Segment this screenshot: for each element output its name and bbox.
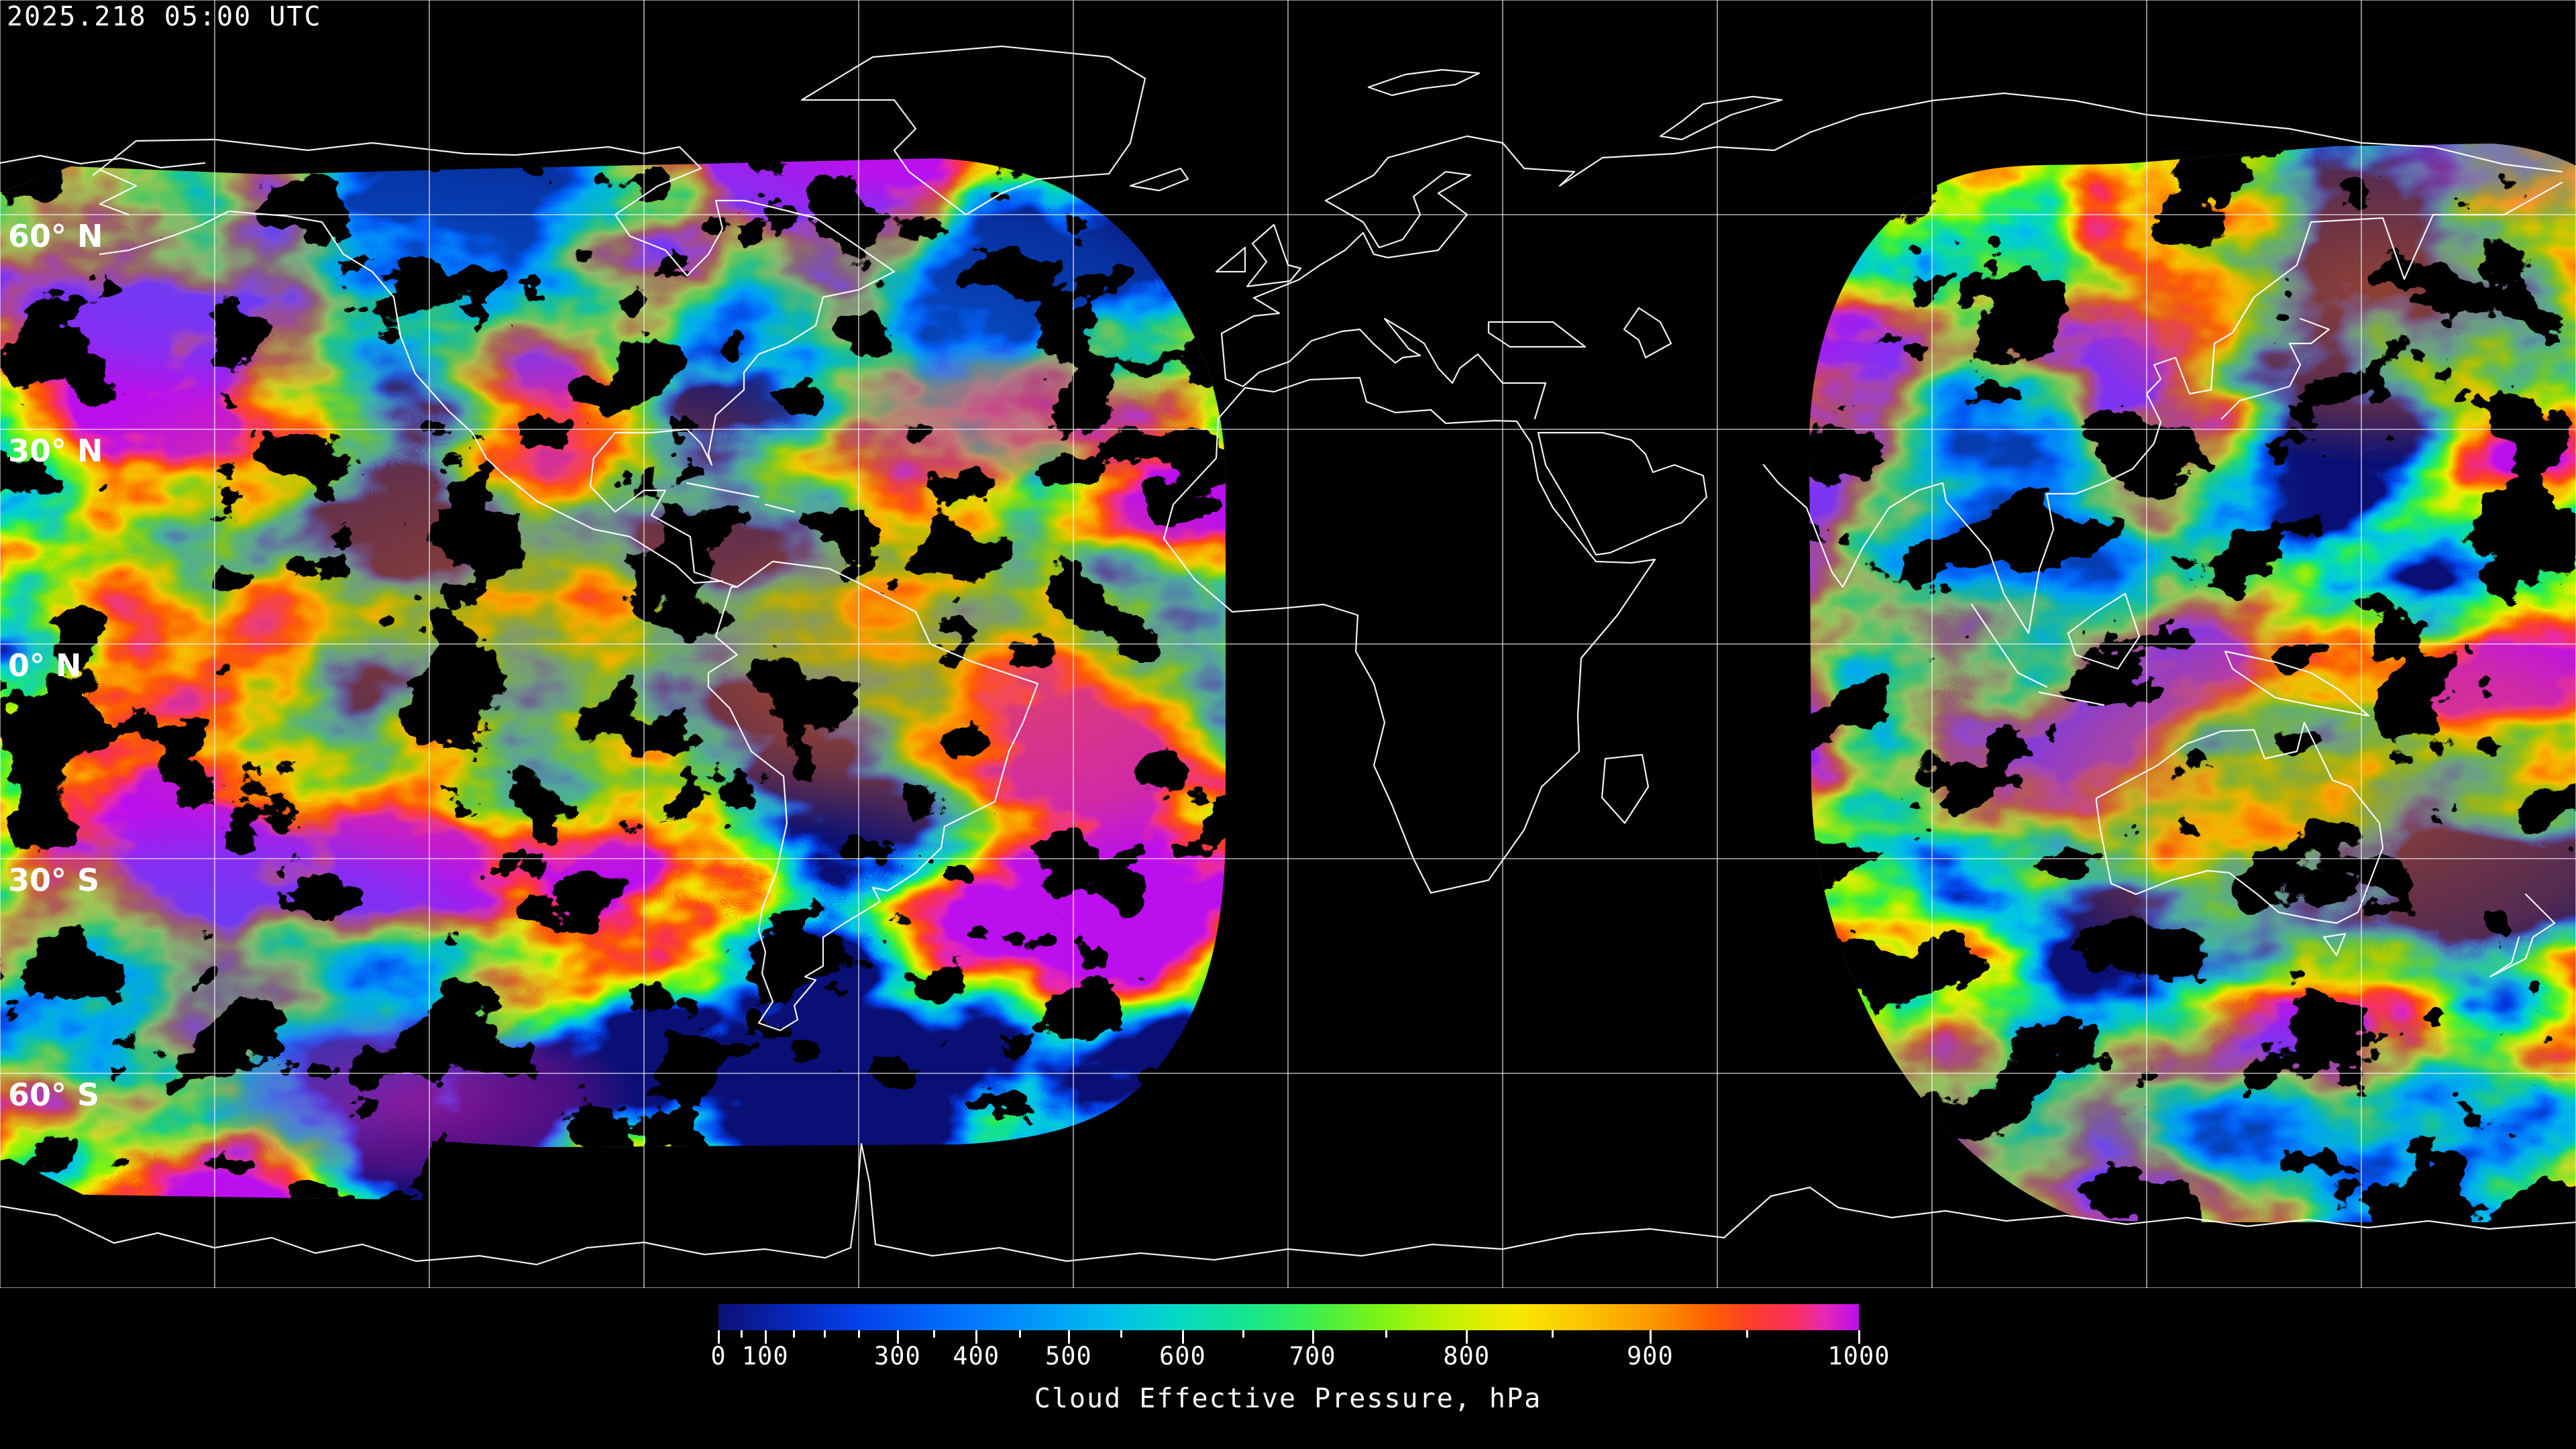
latitude-label: 0° N [8, 647, 82, 684]
colorbar-gradient [718, 1304, 1859, 1330]
colorbar-tick [741, 1330, 743, 1338]
world-map: 60° N 30° N 0° N 30° S 60° S [0, 0, 2576, 1288]
data-swath-left [0, 158, 1226, 1200]
colorbar-tick-label: 800 [1443, 1342, 1491, 1371]
colorbar-tick-label: 500 [1044, 1342, 1092, 1371]
colorbar-tick-label: 900 [1626, 1342, 1674, 1371]
latitude-label: 30° N [8, 433, 103, 469]
colorbar-tick [1242, 1330, 1244, 1338]
colorbar-tick-label: 300 [873, 1342, 921, 1371]
latitude-label: 60° S [8, 1077, 99, 1113]
colorbar-tick-label: 100 [741, 1342, 789, 1371]
colorbar-tick [1649, 1330, 1652, 1344]
colorbar-tick [1311, 1330, 1314, 1344]
colorbar-tick [1181, 1330, 1184, 1344]
graticule-grid [0, 0, 2576, 1288]
colorbar-tick-label: 0 [710, 1342, 727, 1371]
colorbar-tick [824, 1330, 826, 1338]
colorbar-tick [1746, 1330, 1749, 1338]
colorbar-tick-label: 700 [1289, 1342, 1336, 1371]
latitude-label: 60° N [8, 218, 103, 254]
colorbar-tick [718, 1330, 720, 1344]
colorbar-tick [933, 1330, 936, 1338]
colorbar-tick-label: 600 [1159, 1342, 1206, 1371]
colorbar-title: Cloud Effective Pressure, hPa [1034, 1383, 1542, 1414]
coastlines [0, 45, 2576, 1266]
timestamp-overlay: 2025.218 05:00 UTC [7, 1, 322, 32]
colorbar-tick-label: 1000 [1827, 1342, 1890, 1371]
colorbar-tick [1858, 1330, 1860, 1344]
colorbar-tick [1067, 1330, 1070, 1344]
colorbar-tick [764, 1330, 767, 1344]
latitude-label: 30° S [8, 862, 99, 898]
colorbar-tick [1120, 1330, 1123, 1338]
colorbar-tick [975, 1330, 978, 1344]
colorbar-tick [896, 1330, 899, 1344]
colorbar-tick [858, 1330, 861, 1338]
colorbar-tick [1551, 1330, 1554, 1338]
colorbar-tick [793, 1330, 796, 1338]
colorbar-tick [1385, 1330, 1387, 1338]
colorbar-tick [1018, 1330, 1021, 1338]
colorbar-tick-label: 400 [953, 1342, 1000, 1371]
latitude-labels: 60° N 30° N 0° N 30° S 60° S [8, 218, 103, 1113]
colorbar-tick [1466, 1330, 1468, 1344]
